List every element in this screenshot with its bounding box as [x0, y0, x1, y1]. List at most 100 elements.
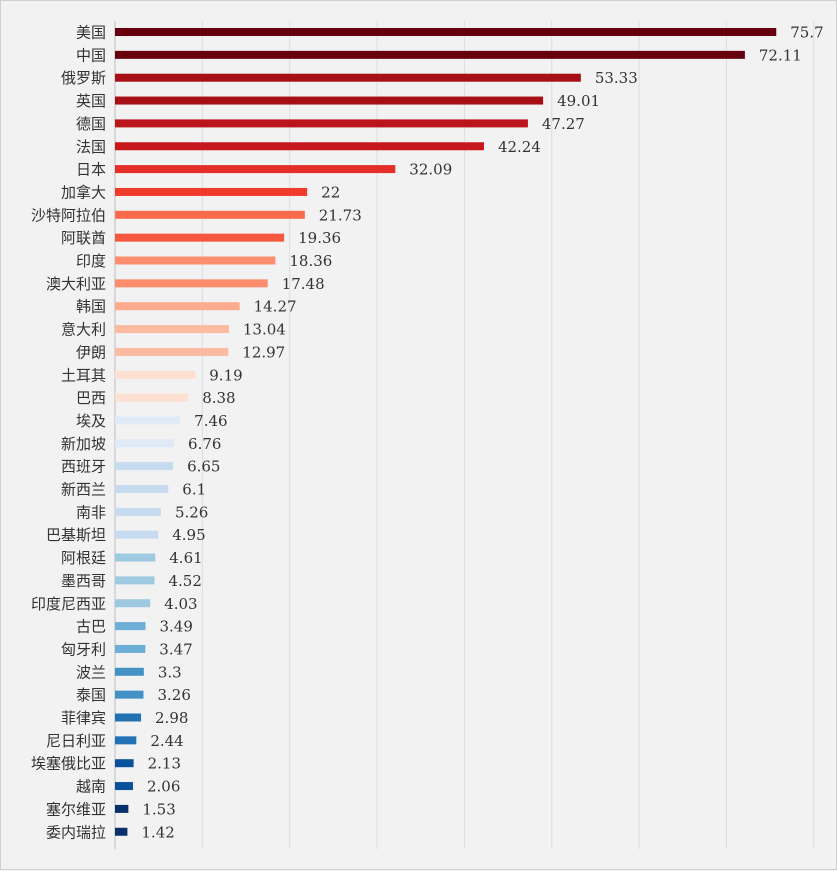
category-label: 新西兰 — [61, 481, 106, 499]
data-label: 1.42 — [141, 823, 174, 841]
category-label: 西班牙 — [61, 458, 106, 476]
data-label: 22 — [321, 183, 340, 201]
category-label: 埃塞俄比亚 — [31, 755, 106, 773]
data-label: 6.65 — [187, 458, 220, 476]
category-label: 古巴 — [76, 618, 106, 636]
category-label: 越南 — [76, 778, 106, 796]
category-label: 埃及 — [76, 412, 106, 430]
bar-22 — [115, 507, 161, 516]
bar-36 — [115, 827, 128, 836]
data-label: 4.61 — [169, 549, 202, 567]
bar-14 — [115, 325, 229, 334]
category-label: 尼日利亚 — [46, 732, 106, 750]
bar-27 — [115, 622, 146, 631]
data-label: 47.27 — [542, 115, 585, 133]
label-layer: 美国 75.7 中国 72.11 俄罗斯 53.33 英国 49.01 德国 47.27 法国 42.… — [31, 24, 824, 842]
data-label: 18.36 — [289, 252, 332, 270]
bar-33 — [115, 759, 134, 768]
bar-15 — [115, 347, 229, 356]
category-label: 美国 — [76, 24, 106, 42]
bar-17 — [115, 393, 189, 402]
bar-30 — [115, 690, 144, 699]
bar-11 — [115, 256, 276, 265]
data-label: 4.03 — [164, 595, 197, 613]
category-label: 新加坡 — [61, 435, 106, 453]
data-label: 32.09 — [409, 161, 452, 179]
data-label: 75.7 — [790, 24, 823, 42]
bar-25 — [115, 576, 155, 585]
category-label: 伊朗 — [76, 343, 106, 361]
category-label: 日本 — [76, 161, 106, 179]
data-label: 2.06 — [147, 778, 180, 796]
data-label: 3.3 — [158, 663, 182, 681]
bar-3 — [115, 73, 581, 82]
category-label: 印度尼西亚 — [31, 595, 106, 613]
bar-7 — [115, 165, 396, 174]
bar-1 — [115, 28, 777, 36]
bar-9 — [115, 210, 305, 219]
bar-24 — [115, 553, 156, 562]
data-label: 3.47 — [159, 640, 192, 658]
category-label: 中国 — [76, 46, 106, 64]
data-label: 6.1 — [182, 481, 206, 499]
category-label: 匈牙利 — [61, 640, 106, 658]
bar-2 — [115, 50, 745, 59]
bar-32 — [115, 736, 137, 745]
data-label: 14.27 — [254, 298, 297, 316]
category-label: 韩国 — [76, 298, 106, 316]
data-label: 4.52 — [168, 572, 201, 590]
data-label: 17.48 — [282, 275, 325, 293]
data-label: 5.26 — [175, 503, 208, 521]
bar-18 — [115, 416, 181, 425]
data-label: 3.49 — [159, 618, 192, 636]
bar-13 — [115, 302, 240, 311]
bar-8 — [115, 187, 308, 196]
category-label: 巴基斯坦 — [46, 526, 106, 544]
category-label: 法国 — [76, 138, 106, 156]
category-label: 泰国 — [76, 686, 106, 704]
data-label: 8.38 — [202, 389, 235, 407]
category-label: 德国 — [76, 115, 106, 133]
category-label: 菲律宾 — [61, 709, 106, 727]
category-label: 土耳其 — [61, 366, 106, 384]
bar-21 — [115, 485, 169, 493]
data-label: 42.24 — [498, 138, 541, 156]
data-label: 6.76 — [188, 435, 221, 453]
data-label: 53.33 — [595, 69, 638, 87]
category-label: 阿根廷 — [61, 549, 106, 567]
data-label: 7.46 — [194, 412, 227, 430]
bar-28 — [115, 644, 146, 653]
category-label: 阿联酋 — [61, 229, 106, 247]
data-label: 3.26 — [157, 686, 190, 704]
bar-26 — [115, 599, 151, 608]
bar-layer — [115, 28, 777, 836]
bar-16 — [115, 370, 196, 379]
category-label: 委内瑞拉 — [46, 823, 106, 841]
data-label: 2.44 — [150, 732, 183, 750]
bar-34 — [115, 782, 133, 791]
category-label: 南非 — [76, 503, 106, 521]
bar-31 — [115, 713, 142, 722]
bar-19 — [115, 439, 175, 448]
category-label: 英国 — [76, 92, 106, 110]
category-label: 沙特阿拉伯 — [31, 206, 106, 224]
data-label: 2.13 — [148, 755, 181, 773]
bar-4 — [115, 96, 544, 105]
data-label: 19.36 — [298, 229, 341, 247]
bar-5 — [115, 119, 528, 128]
bar-35 — [115, 804, 129, 813]
data-label: 12.97 — [242, 343, 285, 361]
data-label: 49.01 — [557, 92, 600, 110]
category-label: 意大利 — [61, 321, 106, 339]
category-label: 塞尔维亚 — [46, 800, 106, 818]
data-label: 21.73 — [319, 206, 362, 224]
data-label: 13.04 — [243, 321, 286, 339]
bar-29 — [115, 667, 144, 676]
category-label: 加拿大 — [61, 183, 106, 201]
category-label: 印度 — [76, 252, 106, 270]
bar-23 — [115, 530, 159, 539]
bar-6 — [115, 142, 484, 151]
bar-12 — [115, 279, 268, 288]
